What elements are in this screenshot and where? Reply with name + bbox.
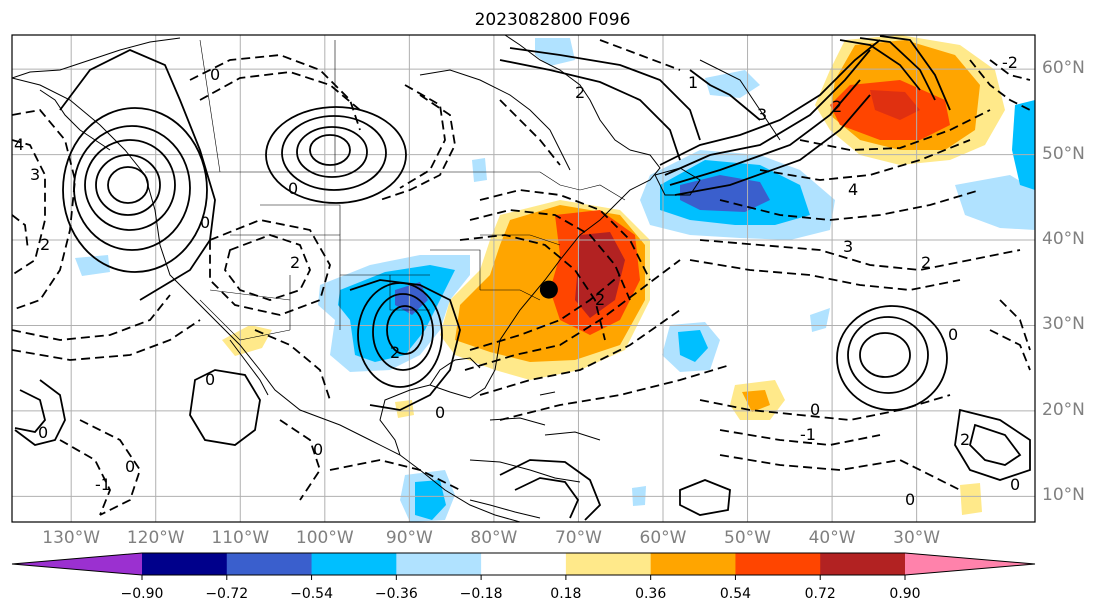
- latitude-label: 40°N: [1042, 229, 1085, 250]
- colorbar-segment: [142, 553, 228, 575]
- map-title: 2023082800 F096: [474, 10, 631, 30]
- colorbar-extend-high: [905, 553, 1035, 575]
- contour-label: 0: [810, 400, 820, 419]
- longitude-label: 110°W: [211, 528, 270, 548]
- borders: [145, 39, 626, 341]
- contour-label: 3: [30, 165, 40, 184]
- contour-label: 2: [290, 253, 300, 272]
- contour-label: 0: [1010, 475, 1020, 494]
- longitude-label: 50°W: [724, 528, 771, 548]
- colorbar-segment: [396, 553, 482, 575]
- latitude-label: 30°N: [1042, 314, 1085, 335]
- contour-label: 0: [288, 179, 298, 198]
- shade-region: [535, 38, 575, 66]
- contour-label: 2: [921, 253, 931, 272]
- longitude-label: 40°W: [808, 528, 856, 548]
- colorbar-segment: [565, 553, 652, 575]
- longitude-label: 100°W: [295, 528, 354, 548]
- colorbar-segment: [226, 553, 313, 575]
- contour-label: 2: [390, 343, 400, 362]
- colorbar-tick-label: −0.18: [459, 586, 503, 602]
- colorbar-tick-label: −0.90: [120, 586, 164, 602]
- contours-negative: [12, 39, 1031, 516]
- colorbar-segment: [650, 553, 736, 575]
- contour-label: -2: [1002, 53, 1018, 72]
- colorbar-tick-label: −0.72: [205, 586, 249, 602]
- latitude-label: 20°N: [1042, 399, 1085, 420]
- longitude-label: 130°W: [42, 528, 101, 548]
- contour-label: -1: [800, 425, 816, 444]
- shade-region: [742, 390, 770, 412]
- contour-label: 0: [200, 213, 210, 232]
- shade-region: [955, 175, 1035, 230]
- latitude-label: 50°N: [1042, 143, 1085, 164]
- contour-label: 0: [38, 423, 48, 442]
- shaded-fields: [75, 35, 1035, 522]
- contour-label: 3: [757, 105, 767, 124]
- colorbar-tick-label: 0.36: [635, 586, 667, 602]
- contour-label: 2: [40, 235, 50, 254]
- contour-label: 0: [205, 370, 215, 389]
- colorbar-segment: [481, 553, 567, 575]
- colorbar: [11, 552, 1036, 580]
- contour-label: 0: [905, 490, 915, 509]
- contour-label: 2: [832, 97, 842, 116]
- shade-region: [810, 308, 830, 332]
- contour-label: 2: [960, 430, 970, 449]
- colorbar-extend-low: [12, 553, 142, 575]
- shade-region: [472, 158, 487, 182]
- storm-center-marker: [539, 280, 558, 299]
- longitude-label: 70°W: [554, 528, 602, 548]
- longitude-label: 90°W: [385, 528, 433, 548]
- shade-region: [338, 265, 455, 362]
- map-frame: [11, 34, 1036, 523]
- colorbar-tick-label: 0.54: [719, 586, 752, 602]
- contour-label: 1: [688, 73, 698, 92]
- contour-label: 2: [595, 290, 605, 309]
- contour-labels: -2 1 2 3 2 4 3 2 0 -1 0 0 0 2 2 3 4 0 0 …: [14, 53, 1020, 509]
- longitude-label: 30°W: [893, 528, 941, 548]
- shade-region: [705, 70, 760, 98]
- colorbar-tick-label: −0.36: [374, 586, 418, 602]
- colorbar-segment: [311, 553, 397, 575]
- contour-label: -1: [95, 475, 111, 494]
- colorbar-segment: [820, 553, 906, 575]
- longitude-label: 80°W: [470, 528, 518, 548]
- shade-region: [678, 330, 708, 362]
- contour-label: 0: [125, 457, 135, 476]
- colorbar-tick-label: 0.18: [550, 586, 582, 602]
- shade-region: [415, 480, 446, 520]
- latitude-label: 10°N: [1042, 485, 1085, 506]
- contour-label: 2: [575, 83, 585, 102]
- shade-region: [1012, 100, 1035, 190]
- contour-label: 0: [948, 325, 958, 344]
- longitude-label: 60°W: [639, 528, 687, 548]
- contour-label: 0: [313, 440, 323, 459]
- shade-region: [575, 232, 625, 318]
- contour-label: 0: [210, 65, 220, 84]
- contour-label: 4: [14, 135, 24, 154]
- colorbar-tick-label: 0.72: [804, 586, 836, 602]
- colorbar-segment: [735, 553, 821, 575]
- latitude-label: 60°N: [1042, 58, 1085, 79]
- shade-region: [960, 483, 982, 515]
- longitude-label: 120°W: [126, 528, 185, 548]
- colorbar-tick-label: 0.90: [889, 586, 921, 602]
- contour-label: 3: [843, 237, 853, 256]
- contour-label: 4: [848, 180, 858, 199]
- shade-region: [75, 255, 110, 276]
- contours: [14, 35, 1031, 521]
- shade-region: [870, 90, 920, 120]
- colorbar-tick-label: −0.54: [290, 586, 333, 602]
- contour-label: 0: [435, 403, 445, 422]
